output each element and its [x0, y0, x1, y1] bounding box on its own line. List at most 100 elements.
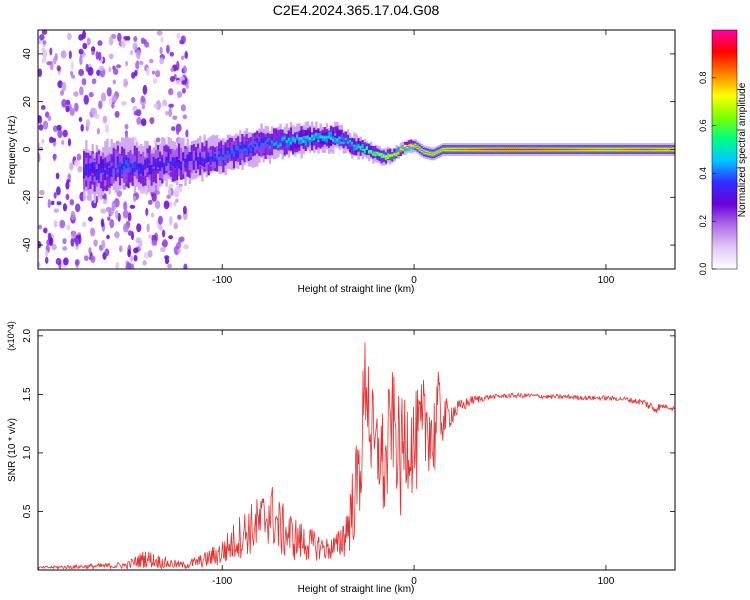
spectrogram-cell [99, 167, 103, 173]
spectrogram-cell [102, 159, 105, 192]
spectrogram-cell [256, 142, 259, 146]
spectrogram-cell [57, 80, 63, 89]
spectrogram-cell [82, 42, 88, 50]
spectrogram-cell [173, 158, 177, 168]
spectrogram-y-label: Frequency (Hz) [7, 116, 18, 185]
spectrogram-cell [490, 148, 493, 151]
spectrogram-cell [275, 141, 278, 145]
spectrogram-cell [310, 135, 314, 142]
spectrogram-cell [183, 263, 188, 269]
spectrogram-cell [38, 240, 42, 249]
spectrogram-cell [130, 263, 135, 269]
spectrogram-cell [183, 244, 189, 250]
spectrogram-cell [241, 141, 244, 150]
spectrogram-cell [304, 139, 308, 146]
spectrogram-cell [300, 137, 303, 145]
spectrogram-cell [228, 147, 232, 156]
spectrogram-cell [130, 97, 136, 103]
spectrogram-cell [118, 245, 123, 253]
spectrogram-cell [53, 192, 57, 199]
spectrogram-cell [182, 65, 187, 74]
spectrogram-cell [169, 162, 172, 167]
spectrogram-cell [96, 128, 101, 135]
spectrogram-cell [186, 154, 189, 164]
spectrogram-cell [108, 66, 112, 73]
spectrogram-cell [568, 148, 571, 151]
spectrogram-cell [170, 67, 174, 73]
spectrogram-cell [74, 203, 81, 213]
spectrogram-cell [56, 65, 61, 72]
spectrogram-cell [646, 148, 649, 151]
spectrogram-cell [336, 138, 339, 144]
spectrogram-cell [89, 164, 92, 176]
spectrogram-cell [216, 156, 219, 161]
spectrogram-cell [88, 247, 92, 255]
spectrogram-cell [657, 148, 660, 151]
spectrogram-cell [541, 148, 544, 151]
spectrogram-cell [90, 46, 96, 53]
spectrogram-cell [185, 129, 189, 138]
spectrogram-cell [39, 189, 45, 196]
spectrogram-cell [218, 149, 221, 165]
spectrogram-cell [393, 154, 396, 156]
spectrogram-cell [104, 169, 107, 181]
spectrogram-cell [427, 152, 430, 154]
spectrogram-cell [636, 148, 639, 151]
spectrogram-cell [291, 137, 295, 141]
y-tick-label: 40 [22, 48, 33, 60]
spectrogram-cell [129, 150, 132, 171]
spectrogram-cell [197, 148, 200, 166]
spectrogram-cell [142, 260, 147, 266]
spectrogram-cell [59, 219, 66, 229]
spectrogram-cell [53, 208, 60, 213]
spectrogram-cell [612, 148, 616, 151]
spectrogram-cell [260, 143, 263, 147]
spectrogram-cell [363, 148, 367, 151]
spectrogram-cell [148, 165, 151, 175]
spectrogram-cell [62, 238, 67, 245]
spectrogram-cell [65, 105, 70, 113]
spectrogram-cell [125, 161, 128, 183]
spectrogram-cell [410, 143, 413, 147]
spectrogram-cell [69, 107, 75, 116]
spectrogram-cell [163, 151, 166, 171]
spectrogram-cell [112, 79, 117, 85]
spectrogram-cell [633, 148, 637, 151]
spectrogram-cell [105, 206, 112, 213]
spectrogram-panel: -100 0 100 -40 -20 0 20 40 Height of straight … [7, 29, 676, 295]
spectrogram-cell [161, 229, 166, 238]
spectrogram-cell [85, 63, 89, 72]
spectrogram-cell [298, 137, 301, 145]
spectrogram-cell [363, 149, 367, 154]
spectrogram-cell [606, 148, 609, 151]
spectrogram-cell [78, 117, 83, 122]
snr-series-line [38, 342, 675, 570]
spectrogram-cell [111, 95, 118, 103]
snr-y-ticks: 0.5 1.0 1.5 2.0 [22, 328, 675, 518]
spectrogram-cell [81, 78, 87, 86]
spectrogram-cell [279, 139, 282, 147]
spectrogram-cell [304, 135, 308, 139]
spectrogram-cell [583, 148, 586, 151]
spectrogram-cell [642, 148, 645, 151]
spectrogram-cell [376, 151, 379, 154]
spectrogram-cell [481, 148, 485, 151]
spectrogram-cell [122, 209, 129, 219]
snr-frame [37, 329, 676, 571]
spectrogram-cell [62, 129, 68, 138]
spectrogram-cell [168, 201, 173, 208]
spectrogram-cell [401, 147, 405, 150]
spectrogram-cell [593, 148, 597, 151]
spectrogram-cell [211, 153, 215, 162]
spectrogram-cell [355, 144, 358, 150]
spectrogram-cell [507, 148, 510, 151]
spectrogram-cell [70, 60, 74, 71]
spectrogram-cell [78, 68, 85, 77]
spectrogram-cell [137, 167, 141, 172]
spectrogram-cell [342, 137, 346, 143]
spectrogram-cell [429, 152, 432, 155]
spectrogram-cell [181, 80, 187, 86]
spectrogram-cell [95, 172, 99, 178]
spectrogram-cell [95, 51, 99, 60]
spectrogram-cell [112, 162, 115, 168]
